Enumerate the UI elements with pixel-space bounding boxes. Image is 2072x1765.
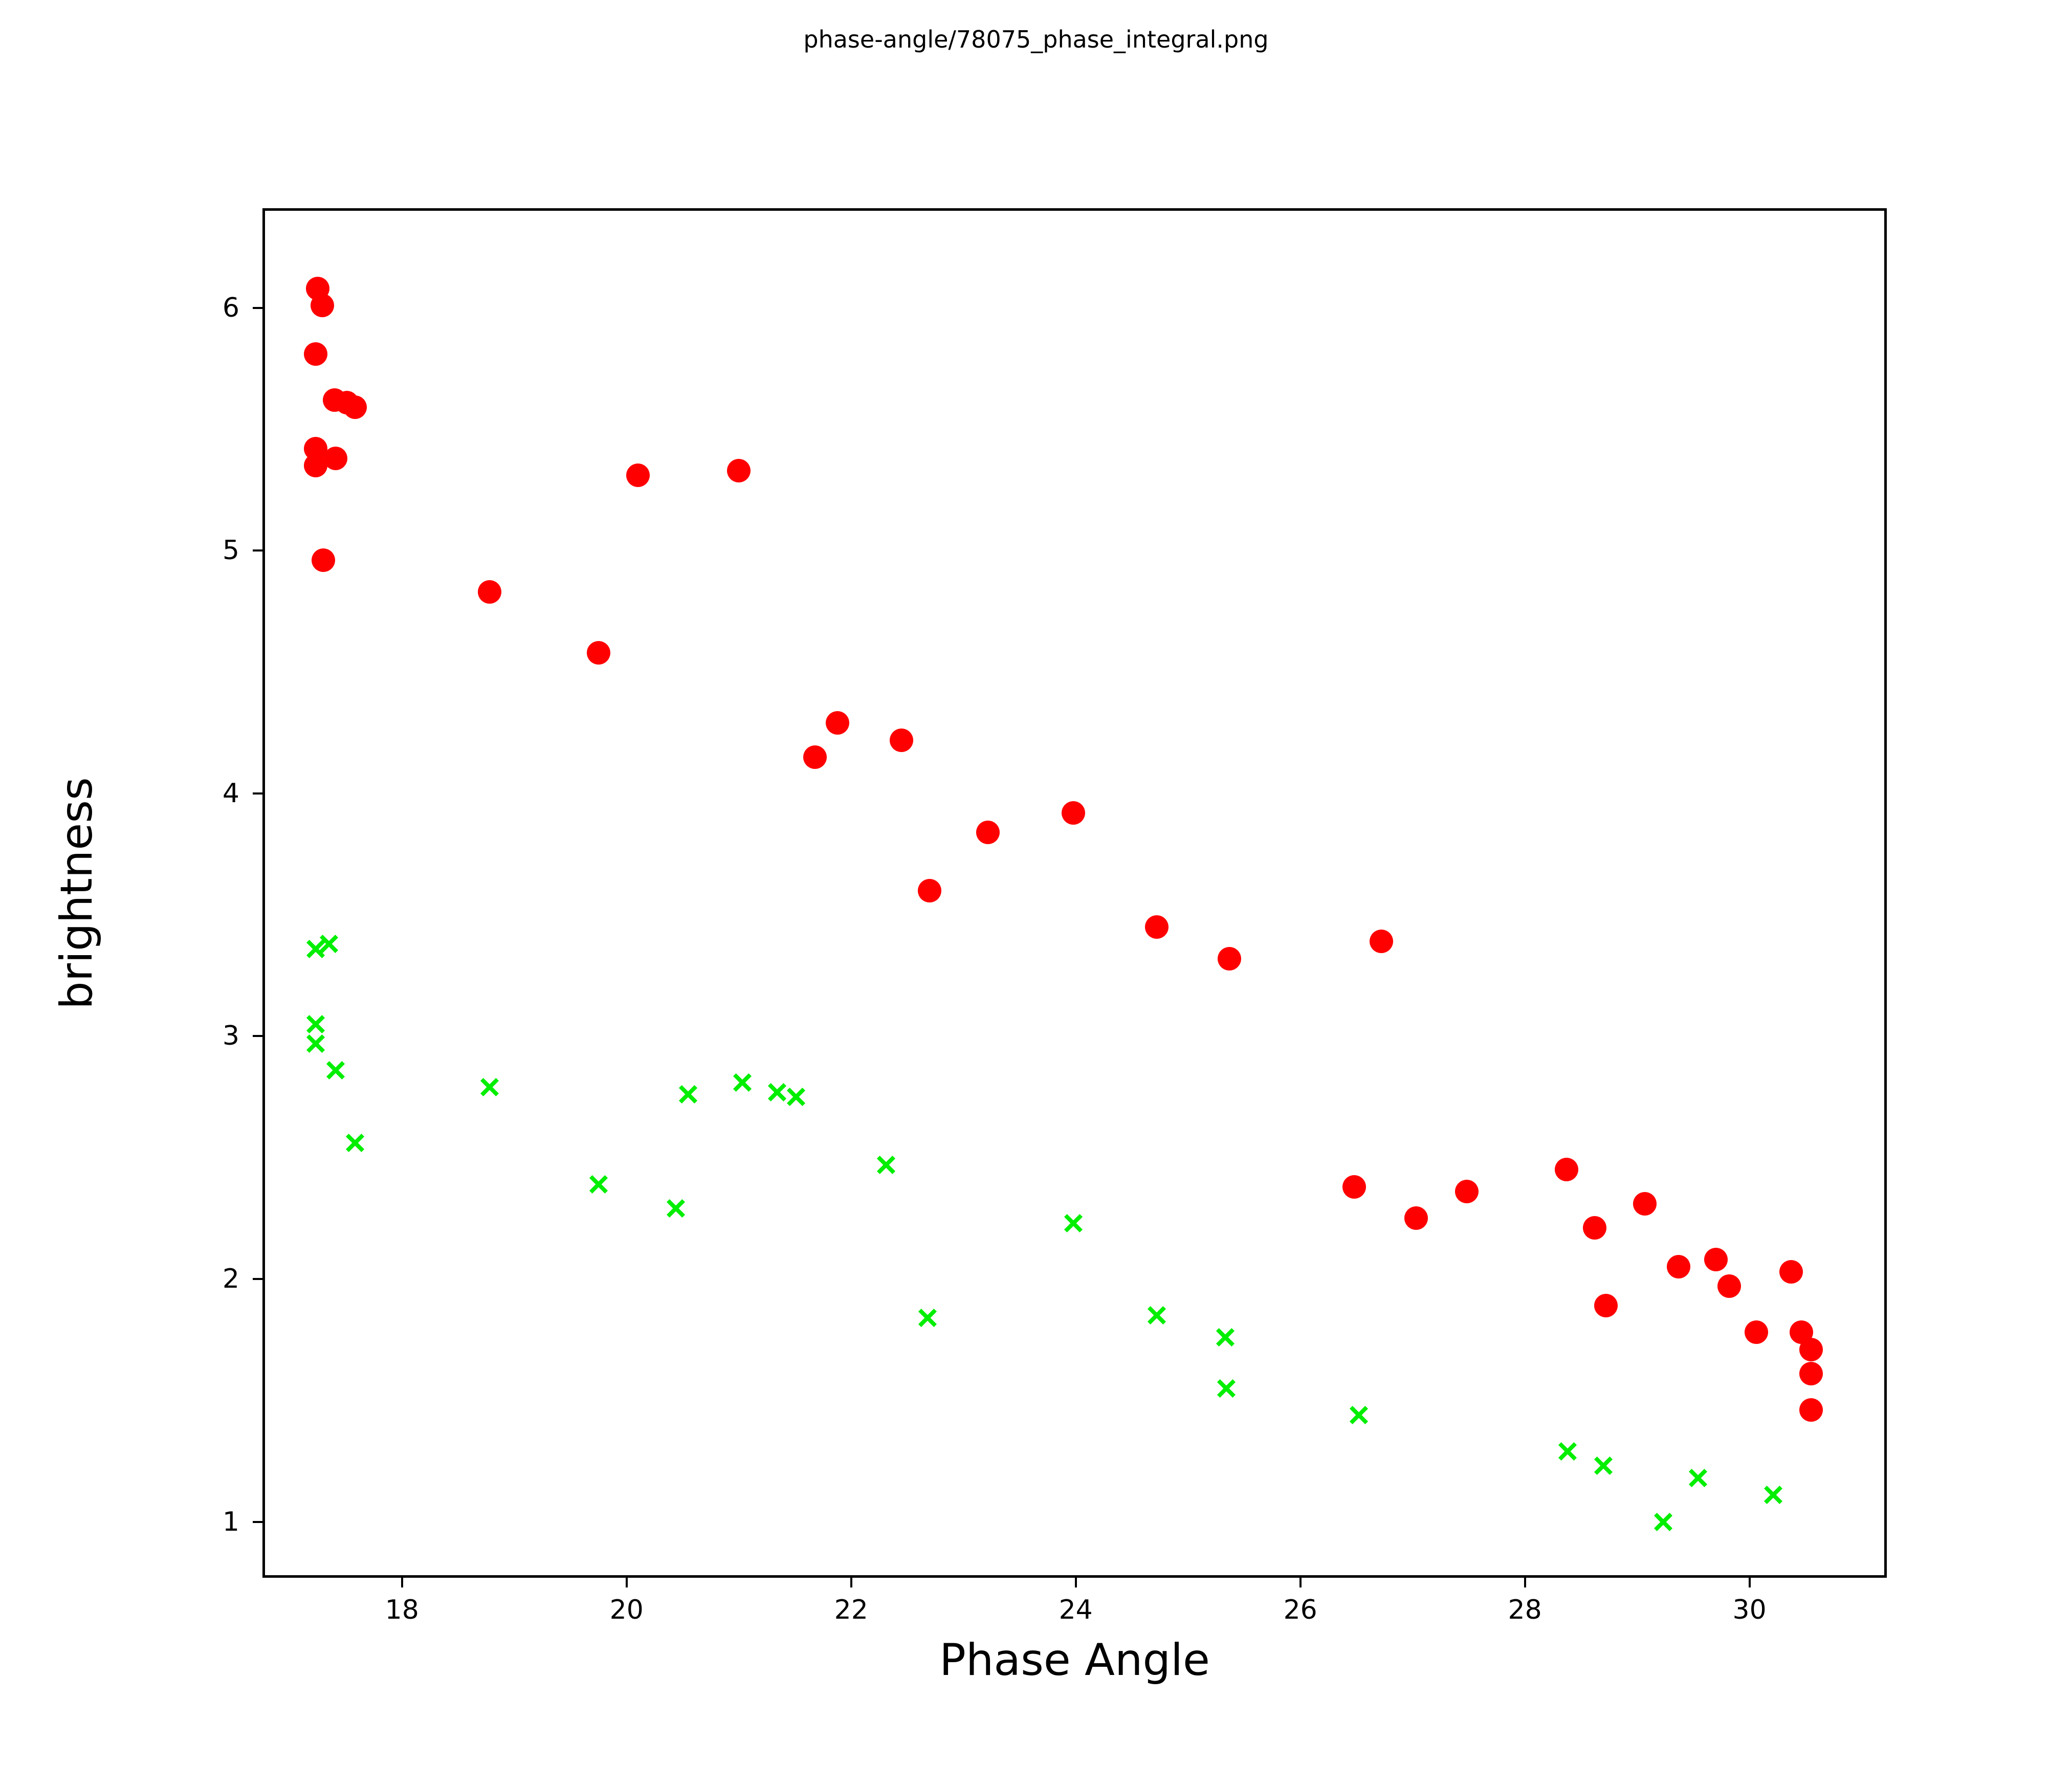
scatter-point-circle	[1717, 1274, 1742, 1298]
scatter-point-cross	[1557, 1441, 1578, 1462]
scatter-point-circle	[586, 641, 610, 665]
scatter-point-circle	[303, 437, 327, 461]
x-axis-tick-label: 26	[1283, 1595, 1317, 1625]
scatter-point-cross	[732, 1072, 753, 1093]
plot-axes-frame: 18 20 22 24 26 28 30 1 2 3 4 5 6	[223, 208, 1887, 1625]
y-axis-tick-label: 4	[222, 778, 239, 809]
x-axis-tick	[401, 1575, 403, 1587]
scatter-point-cross	[1216, 1378, 1237, 1399]
y-axis-tick-label: 1	[222, 1506, 239, 1537]
scatter-point-cross	[767, 1082, 787, 1102]
scatter-point-circle	[1744, 1320, 1768, 1344]
y-axis-tick	[253, 306, 265, 309]
scatter-point-circle	[1789, 1320, 1813, 1344]
scatter-point-cross	[479, 1077, 500, 1097]
x-axis-tick-label: 24	[1059, 1595, 1093, 1625]
scatter-point-circle	[626, 464, 650, 488]
y-axis-tick	[253, 1035, 265, 1038]
scatter-point-circle	[918, 878, 942, 902]
scatter-point-cross	[876, 1155, 896, 1175]
scatter-point-cross	[305, 1033, 326, 1054]
x-axis-tick	[850, 1575, 852, 1587]
scatter-point-circle	[890, 728, 914, 752]
scatter-point-circle	[1704, 1248, 1728, 1272]
scatter-point-cross	[1688, 1468, 1708, 1488]
scatter-point-cross	[666, 1198, 686, 1219]
x-axis-tick-label: 30	[1732, 1595, 1767, 1625]
scatter-point-cross	[1763, 1485, 1783, 1505]
scatter-point-circle	[310, 294, 334, 318]
scatter-point-circle	[976, 820, 1000, 844]
scatter-point-circle	[1218, 946, 1242, 970]
scatter-point-circle	[323, 388, 347, 412]
scatter-point-cross	[305, 1014, 326, 1034]
scatter-point-cross	[325, 1060, 346, 1080]
x-axis-label: Phase Angle	[939, 1635, 1210, 1686]
scatter-point-circle	[335, 390, 359, 414]
y-axis-tick-label: 3	[222, 1021, 239, 1052]
scatter-point-circle	[826, 711, 850, 735]
scatter-point-circle	[1454, 1180, 1479, 1204]
y-axis-tick	[253, 1278, 265, 1281]
scatter-point-circle	[306, 276, 330, 300]
x-axis-tick	[1074, 1575, 1077, 1587]
scatter-point-cross	[345, 1133, 365, 1153]
scatter-point-circle	[1404, 1206, 1428, 1230]
scatter-point-cross	[678, 1084, 698, 1105]
scatter-point-cross	[319, 934, 339, 954]
x-axis-tick-label: 28	[1508, 1595, 1542, 1625]
scatter-point-circle	[1554, 1158, 1578, 1182]
scatter-point-circle	[1369, 930, 1393, 954]
scatter-point-cross	[305, 939, 326, 959]
y-axis-label-container: brightness	[0, 208, 153, 1578]
scatter-point-circle	[303, 454, 327, 478]
plot-area	[265, 211, 1884, 1575]
x-axis-tick	[1524, 1575, 1526, 1587]
scatter-point-cross	[917, 1308, 938, 1328]
y-axis-tick-label: 2	[222, 1264, 239, 1295]
scatter-point-circle	[1667, 1255, 1691, 1279]
scatter-point-cross	[1653, 1512, 1673, 1532]
scatter-point-circle	[803, 745, 827, 769]
x-axis-tick-label: 22	[834, 1595, 868, 1625]
scatter-point-circle	[1799, 1398, 1823, 1422]
scatter-point-circle	[1779, 1260, 1803, 1284]
scatter-point-circle	[727, 458, 751, 482]
scatter-point-cross	[1147, 1305, 1167, 1326]
scatter-point-circle	[324, 447, 348, 471]
scatter-point-cross	[1215, 1327, 1236, 1348]
scatter-point-cross	[786, 1087, 806, 1107]
scatter-point-cross	[1593, 1455, 1614, 1476]
scatter-point-circle	[477, 580, 501, 604]
scatter-point-circle	[312, 548, 336, 572]
x-axis-tick	[1299, 1575, 1302, 1587]
y-axis-tick	[253, 792, 265, 795]
scatter-point-cross	[588, 1174, 609, 1195]
scatter-point-circle	[1633, 1192, 1657, 1216]
scatter-point-circle	[1582, 1216, 1606, 1240]
y-axis-tick	[253, 1520, 265, 1523]
y-axis-label: brightness	[51, 777, 102, 1009]
scatter-point-circle	[1144, 915, 1169, 939]
scatter-point-circle	[1594, 1294, 1618, 1318]
scatter-point-circle	[303, 342, 327, 366]
x-axis-tick	[625, 1575, 628, 1587]
scatter-point-circle	[343, 395, 367, 420]
figure-title: phase-angle/78075_phase_integral.png	[803, 26, 1269, 53]
y-axis-tick-label: 6	[222, 292, 239, 323]
scatter-point-circle	[1799, 1337, 1823, 1361]
x-axis-tick	[1748, 1575, 1751, 1587]
scatter-point-cross	[1349, 1405, 1369, 1425]
y-axis-tick	[253, 549, 265, 552]
x-axis-tick-label: 20	[609, 1595, 644, 1625]
scatter-point-circle	[1342, 1175, 1366, 1199]
scatter-point-circle	[1799, 1362, 1823, 1386]
scatter-point-cross	[1063, 1213, 1084, 1233]
x-axis-tick-label: 18	[385, 1595, 419, 1625]
y-axis-tick-label: 5	[222, 535, 239, 566]
scatter-point-circle	[1062, 801, 1086, 825]
